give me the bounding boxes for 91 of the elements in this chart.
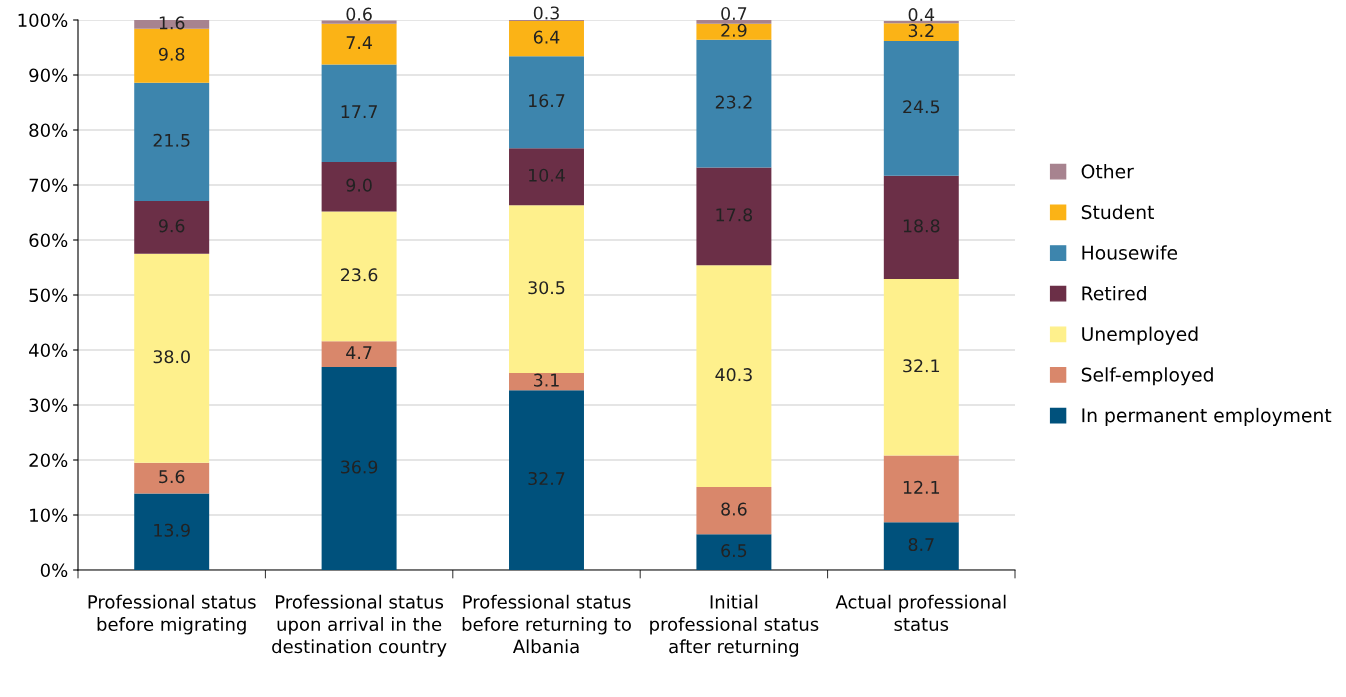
bar — [696, 23, 772, 40]
bar — [883, 279, 959, 456]
data-label: 12.1 — [903, 480, 940, 494]
data-label: 9.0 — [346, 178, 372, 192]
bar — [883, 455, 959, 523]
data-label: 6.5 — [721, 544, 747, 558]
data-label: 4.7 — [346, 346, 372, 359]
data-label: 3.2 — [908, 24, 934, 38]
y-tick-label: 30% — [29, 398, 68, 413]
data-label: 32.7 — [528, 471, 565, 486]
x-tick-label: Professional status upon arrival in the destination country — [272, 594, 447, 657]
bar — [696, 265, 772, 487]
data-label: 6.4 — [533, 30, 560, 44]
data-label: 7.4 — [346, 36, 372, 49]
y-tick-label: 40% — [29, 343, 68, 358]
data-label: 8.7 — [908, 537, 934, 552]
bar — [134, 28, 210, 83]
data-label: 21.5 — [153, 133, 190, 147]
data-label: 0.6 — [346, 7, 372, 21]
legend-label: Student — [1081, 204, 1154, 220]
bar — [696, 20, 772, 24]
bar — [134, 82, 210, 201]
x-tick-label: Actual professional status — [835, 594, 1006, 631]
bar — [134, 200, 210, 254]
y-tick-label: 60% — [29, 233, 68, 248]
data-label: 5.6 — [159, 470, 185, 484]
data-label: 36.9 — [341, 460, 378, 474]
legend-label: Unemployed — [1082, 326, 1198, 345]
legend-label: Housewife — [1082, 245, 1178, 260]
data-label: 13.9 — [154, 523, 190, 537]
data-label: 32.1 — [903, 359, 940, 373]
data-label: 16.7 — [529, 94, 565, 108]
y-tick-label: 70% — [29, 178, 68, 193]
data-label: 1.6 — [159, 16, 185, 30]
y-tick-label: 100% — [18, 13, 68, 28]
bar — [883, 40, 959, 176]
y-tick-label: 10% — [30, 508, 68, 523]
bar — [696, 534, 772, 570]
y-tick-label: 80% — [29, 123, 68, 138]
bar — [134, 462, 210, 494]
data-label: 8.6 — [721, 502, 747, 516]
data-label: 0.4 — [908, 8, 935, 22]
data-label: 0.7 — [721, 6, 747, 21]
y-tick-label: 20% — [29, 453, 68, 468]
legend-label: In permanent employment — [1082, 407, 1332, 427]
bar — [321, 161, 397, 212]
data-label: 10.4 — [529, 168, 565, 182]
bar — [509, 373, 584, 391]
y-tick-label: 50% — [29, 288, 68, 303]
data-label: 17.8 — [716, 208, 753, 222]
data-label: 23.2 — [715, 95, 752, 109]
data-label: 40.3 — [715, 368, 752, 382]
y-tick-label: 90% — [29, 68, 68, 83]
data-label: 18.8 — [903, 219, 940, 233]
bar — [696, 167, 772, 266]
bar — [509, 390, 584, 570]
data-label: 0.3 — [533, 6, 559, 20]
data-label: 23.6 — [341, 268, 378, 282]
bar — [321, 367, 397, 570]
bar — [509, 148, 584, 206]
bar — [509, 56, 584, 149]
bar — [134, 493, 210, 570]
x-tick-label: Professional status before migrating — [88, 594, 256, 635]
data-label: 2.9 — [721, 23, 747, 37]
bar — [321, 64, 397, 162]
data-label: 3.1 — [534, 373, 559, 387]
bar — [696, 39, 772, 168]
bar — [883, 23, 959, 41]
data-label: 9.6 — [158, 219, 185, 233]
bar — [321, 20, 397, 24]
bar — [883, 21, 959, 24]
data-label: 30.5 — [528, 281, 565, 295]
data-label: 9.8 — [158, 47, 185, 61]
data-label: 24.5 — [903, 100, 940, 114]
legend-label: Retired — [1082, 285, 1146, 301]
bar — [696, 486, 772, 535]
bar — [883, 522, 959, 570]
data-label: 38.0 — [153, 350, 190, 364]
bar — [509, 21, 584, 57]
legend-label: Other — [1081, 163, 1134, 179]
bar — [321, 211, 397, 342]
y-tick-label: 0% — [40, 563, 68, 578]
x-tick-label: Initial professional status after returning — [650, 594, 819, 657]
data-label: 17.7 — [341, 105, 377, 119]
bar — [321, 341, 397, 368]
bar — [883, 175, 959, 280]
bar — [321, 23, 397, 65]
bar — [509, 205, 584, 374]
x-tick-label: Professional status before returning to Albania — [462, 594, 631, 654]
legend-label: Self-employed — [1081, 367, 1213, 386]
bar — [134, 253, 210, 463]
